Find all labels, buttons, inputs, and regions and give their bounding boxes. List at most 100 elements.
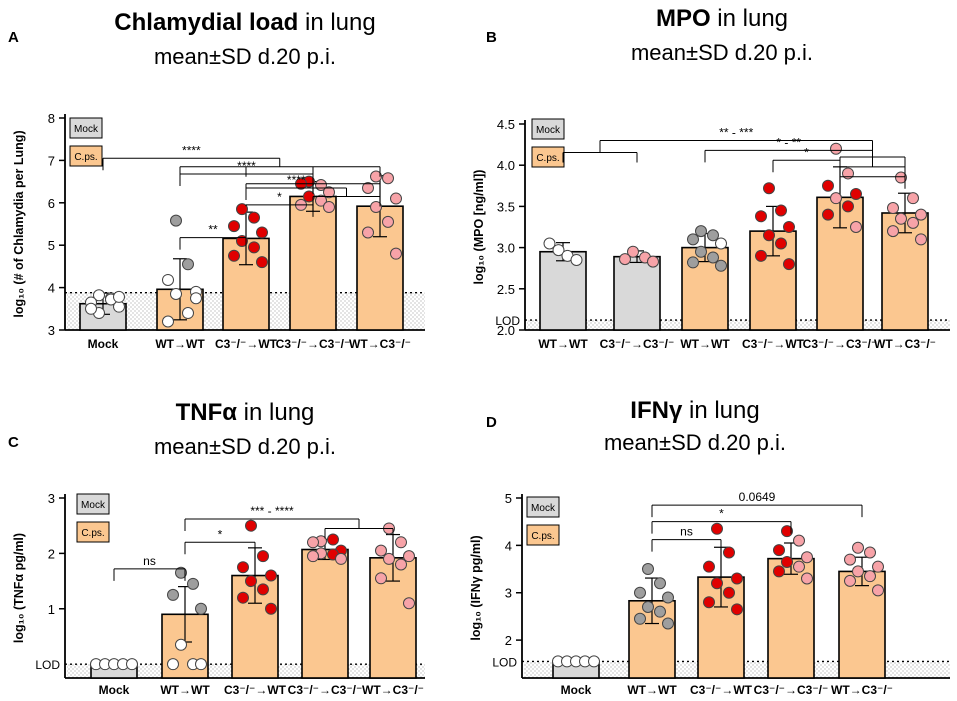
significance-label: ns xyxy=(680,525,693,539)
panel-subtitle: mean±SD d.20 p.i. xyxy=(154,434,336,459)
y-tick-label: 3.0 xyxy=(497,241,515,256)
y-tick-label: 2.5 xyxy=(497,282,515,297)
data-point xyxy=(781,525,793,538)
data-point xyxy=(237,591,249,604)
data-point xyxy=(715,259,727,272)
data-point xyxy=(237,561,249,574)
category-label: C3⁻/⁻→WT xyxy=(215,337,278,351)
panel-title: IFNγ in lung xyxy=(630,397,759,424)
data-point xyxy=(775,237,787,250)
y-tick-label: 8 xyxy=(48,111,55,126)
data-point xyxy=(850,188,862,201)
panel-title: Chlamydial load in lung xyxy=(114,9,375,36)
data-point xyxy=(844,553,856,566)
data-point xyxy=(695,245,707,258)
data-point xyxy=(842,167,854,180)
data-point xyxy=(248,211,260,224)
data-point xyxy=(707,251,719,264)
significance-label: * xyxy=(719,507,724,521)
title-bold: Chlamydial load xyxy=(114,9,298,36)
data-point xyxy=(236,234,248,247)
y-tick-label: 7 xyxy=(48,153,55,168)
panel-letter: D xyxy=(486,414,497,431)
y-tick-label: 3 xyxy=(48,491,55,506)
data-point xyxy=(715,237,727,250)
significance-label: **** xyxy=(237,159,256,173)
title-bold: MPO xyxy=(656,5,711,32)
legend-swatch-cps xyxy=(69,145,103,167)
data-point xyxy=(228,220,240,233)
data-point xyxy=(801,551,813,564)
significance-label: * - ** xyxy=(776,135,801,149)
legend-label-cps: C.ps. xyxy=(74,152,97,163)
data-point xyxy=(852,541,864,554)
significance-label: **** xyxy=(287,173,306,187)
legend-label-cps: C.ps. xyxy=(81,528,104,539)
data-point xyxy=(256,256,268,269)
data-point xyxy=(822,208,834,221)
y-tick-label: 2 xyxy=(505,633,512,648)
data-point xyxy=(915,233,927,246)
data-point xyxy=(695,225,707,238)
data-point xyxy=(723,546,735,559)
panel-subtitle: mean±SD d.20 p.i. xyxy=(631,40,813,65)
data-point xyxy=(370,170,382,183)
category-label: WT→WT xyxy=(160,683,210,697)
data-point xyxy=(723,586,735,599)
data-point xyxy=(773,565,785,578)
data-point xyxy=(570,253,583,266)
significance-bracket: **** xyxy=(179,159,381,194)
data-point xyxy=(190,292,202,305)
bar xyxy=(301,548,349,679)
data-point xyxy=(552,244,565,257)
y-tick-label: 4 xyxy=(48,281,55,296)
data-point xyxy=(842,200,854,213)
y-tick-label: 5 xyxy=(48,238,55,253)
data-point xyxy=(711,577,723,590)
title-rest: in lung xyxy=(298,9,375,36)
data-point xyxy=(872,560,884,573)
data-point xyxy=(619,253,631,266)
significance-bracket: ** xyxy=(179,223,247,250)
data-point xyxy=(634,586,646,599)
data-point xyxy=(864,546,876,559)
significance-bracket: * xyxy=(245,190,314,217)
title-bold: IFNγ xyxy=(630,397,683,424)
data-point xyxy=(801,572,813,585)
data-point xyxy=(793,560,805,573)
bar xyxy=(697,576,745,679)
legend-label-cps: C.ps. xyxy=(536,153,559,164)
data-point xyxy=(383,552,395,565)
data-point xyxy=(248,241,260,254)
data-point xyxy=(167,658,179,671)
data-point xyxy=(783,258,795,271)
y-axis-label: log₁₀ (# of Chlamydia per Lung) xyxy=(12,130,26,317)
data-point xyxy=(265,602,277,615)
data-point xyxy=(256,226,268,239)
panel-a: A Chlamydial load in lung mean±SD d.20 p.i… xyxy=(8,9,425,351)
category-label: WT→WT xyxy=(155,337,205,351)
panel-letter: A xyxy=(8,29,19,46)
legend-label-mock: Mock xyxy=(81,500,106,511)
y-tick-label: 3.5 xyxy=(497,199,515,214)
data-point xyxy=(182,258,194,271)
category-label: WT→C3⁻/⁻ xyxy=(831,683,893,697)
y-tick-label: 4 xyxy=(505,538,512,553)
legend-swatch-mock xyxy=(526,496,560,518)
data-point xyxy=(126,658,138,671)
y-tick-label: 4.5 xyxy=(497,117,515,132)
title-rest: in lung xyxy=(682,397,759,424)
significance-label: **** xyxy=(182,143,201,157)
data-point xyxy=(864,570,876,583)
legend-swatch-mock xyxy=(69,117,103,139)
data-point xyxy=(687,233,699,246)
legend-swatch-cps xyxy=(531,146,565,168)
data-point xyxy=(907,192,919,205)
significance-label: ** xyxy=(208,223,218,237)
panel-letter: C xyxy=(8,434,19,451)
panel-title: TNFα in lung xyxy=(176,399,315,426)
data-point xyxy=(245,519,257,532)
category-label: Mock xyxy=(561,683,592,697)
data-point xyxy=(307,550,319,563)
